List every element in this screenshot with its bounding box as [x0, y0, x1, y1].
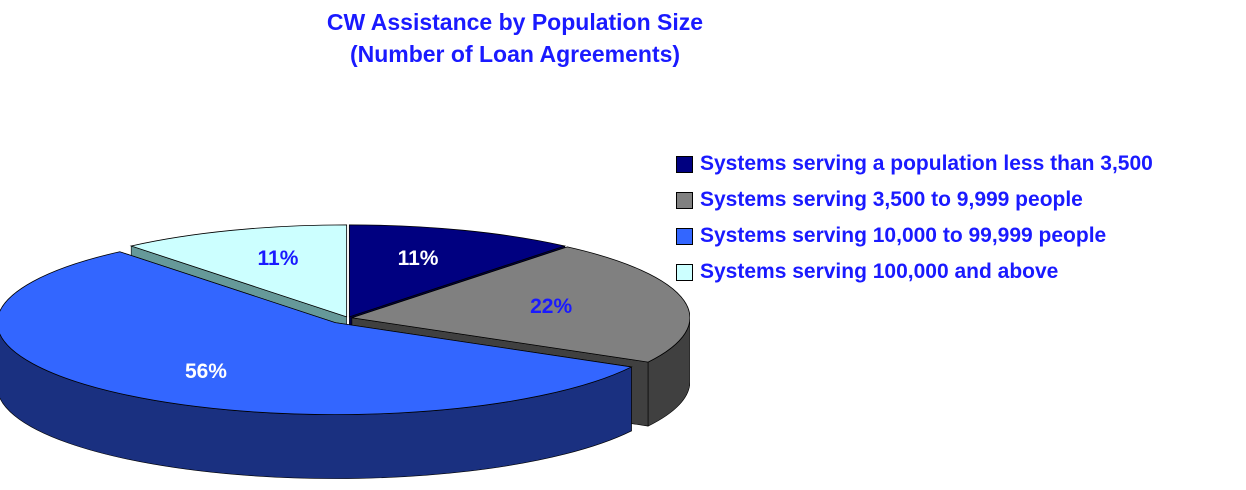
- legend-label: Systems serving 100,000 and above: [700, 260, 1059, 283]
- legend-item: Systems serving a population less than 3…: [676, 146, 1153, 182]
- legend-swatch: [676, 263, 693, 281]
- pie-chart: 11% 22% 56% 11%: [0, 224, 690, 479]
- pie-data-label: 22%: [530, 295, 572, 318]
- pie-slice: [348, 224, 567, 318]
- legend-item: Systems serving 100,000 and above: [676, 254, 1153, 290]
- pie-slice: [129, 224, 348, 318]
- chart-subtitle: (Number of Loan Agreements): [349, 41, 681, 67]
- legend-label: Systems serving 3,500 to 9,999 people: [700, 188, 1083, 211]
- legend-swatch: [676, 155, 693, 173]
- pie-data-label: 56%: [185, 360, 227, 383]
- legend-label: Systems serving a population less than 3…: [700, 152, 1153, 175]
- pie-data-label: 11%: [398, 247, 439, 270]
- legend-item: Systems serving 10,000 to 99,999 people: [676, 218, 1153, 254]
- legend-item: Systems serving 3,500 to 9,999 people: [676, 182, 1153, 218]
- chart-legend: Systems serving a population less than 3…: [676, 146, 1153, 290]
- pie-slice: [0, 251, 633, 416]
- legend-label: Systems serving 10,000 to 99,999 people: [700, 224, 1107, 247]
- legend-swatch: [676, 227, 693, 245]
- chart-title: CW Assistance by Population Size: [326, 9, 704, 35]
- legend-swatch: [676, 191, 693, 209]
- pie-data-label: 11%: [258, 247, 299, 270]
- pie-slice: [351, 246, 690, 363]
- chart-title-block: CW Assistance by Population Size (Number…: [0, 6, 1030, 70]
